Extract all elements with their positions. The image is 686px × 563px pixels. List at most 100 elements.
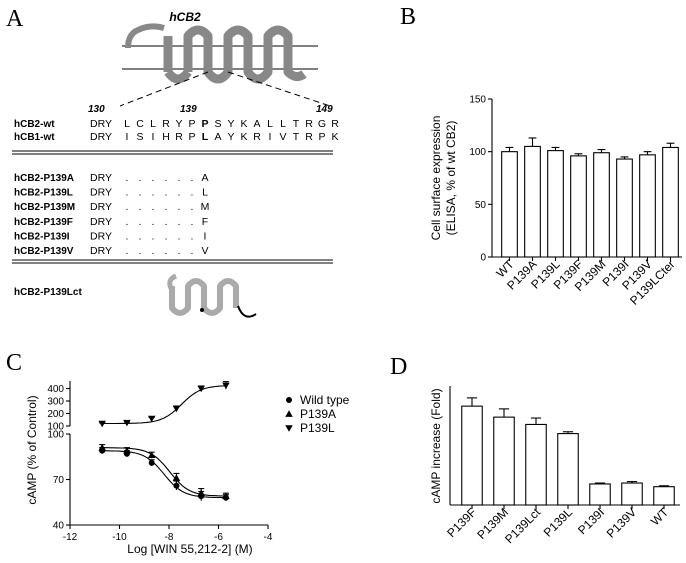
residue: R — [162, 118, 170, 130]
residue: L — [267, 118, 273, 130]
n-terminus — [125, 23, 165, 49]
identity-dot: . — [178, 216, 181, 228]
substitution-residue: L — [202, 187, 208, 199]
mutant-row-name: hCB2-P139M — [14, 202, 75, 213]
identity-dot: . — [139, 201, 142, 213]
substitution-residue: V — [201, 245, 208, 257]
data-point — [222, 492, 230, 499]
mutation-dot — [200, 308, 204, 312]
bar — [525, 423, 547, 506]
data-point — [172, 474, 181, 481]
mutant-row-motif: DRY — [90, 245, 112, 257]
legend-marker — [285, 425, 293, 432]
y-tick-label: 150 — [469, 95, 486, 106]
bar — [653, 486, 675, 506]
category-label: P139F — [444, 505, 479, 540]
bar — [557, 433, 579, 506]
lower-y-tick-label: 70 — [53, 475, 65, 486]
upper-y-tick-label: 300 — [47, 397, 64, 408]
data-point — [123, 419, 131, 427]
identity-dot: . — [165, 201, 168, 213]
residue: P — [318, 131, 325, 143]
protein-title: hCB2 — [169, 10, 201, 24]
mutant-row-motif: DRY — [90, 230, 112, 242]
substitution-residue: A — [201, 172, 208, 184]
residue: R — [175, 131, 183, 143]
bar — [461, 405, 483, 506]
substitution-residue: F — [202, 216, 208, 228]
data-point — [222, 382, 230, 390]
data-point — [98, 443, 106, 451]
identity-dot: . — [165, 187, 168, 199]
identity-dot: . — [152, 230, 155, 242]
mutant-row-name: hCB2-P139F — [14, 217, 73, 228]
truncated-receptor-cartoon — [167, 273, 257, 318]
residue: I — [269, 131, 272, 143]
truncation-label: hCB2-P139Lct — [14, 287, 82, 298]
fit-curve — [102, 447, 226, 497]
residue: C — [136, 118, 144, 130]
mutant-row-name: hCB2-P139L — [14, 188, 73, 199]
truncated-helices — [169, 278, 239, 316]
identity-dot: . — [139, 230, 142, 242]
identity-dot: . — [191, 201, 194, 213]
category-label: P139I — [575, 505, 607, 537]
residue: L — [280, 118, 286, 130]
upper-y-tick-label: 400 — [47, 384, 64, 395]
residue: R — [331, 118, 339, 130]
identity-dot: . — [152, 245, 155, 257]
residue: K — [331, 131, 338, 143]
residue: T — [293, 118, 300, 130]
residue: P — [201, 118, 208, 130]
residue: I — [152, 131, 155, 143]
residue: T — [293, 131, 300, 143]
data-point — [197, 385, 205, 393]
chart-c-ylabel: cAMP (% of Control) — [25, 395, 39, 504]
wt-row-name: hCB1-wt — [14, 132, 55, 143]
wt-row-motif: DRY — [90, 131, 112, 143]
x-tick-label: -10 — [112, 532, 127, 543]
residue: I — [126, 131, 129, 143]
data-point — [148, 459, 155, 466]
residue: K — [240, 131, 247, 143]
mutant-row-name: hCB2-P139I — [14, 231, 70, 242]
identity-dot: . — [191, 216, 194, 228]
residue: Y — [227, 131, 234, 143]
legend-marker — [285, 410, 293, 417]
chart-b-surface-expression: 050100150WTP139AP139LP139FP139MP139IP139… — [469, 95, 682, 308]
identity-dot: . — [191, 245, 194, 257]
residue: S — [214, 118, 221, 130]
truncated-n-terminus — [167, 273, 178, 292]
identity-dot: . — [178, 187, 181, 199]
residue: V — [279, 131, 286, 143]
bar — [593, 152, 610, 258]
identity-dot: . — [165, 230, 168, 242]
identity-dot: . — [126, 245, 129, 257]
panel-a-letter: A — [6, 6, 24, 32]
lower-y-tick-label: 100 — [47, 430, 64, 441]
identity-dot: . — [191, 230, 194, 242]
identity-dot: . — [126, 172, 129, 184]
x-tick-label: -6 — [214, 532, 223, 543]
identity-dot: . — [165, 245, 168, 257]
bar — [493, 416, 515, 506]
identity-dot: . — [139, 245, 142, 257]
y-tick-label: 100 — [469, 147, 486, 158]
residue: K — [240, 118, 247, 130]
residue: A — [214, 131, 221, 143]
chart-b-ylabel-line2: (ELISA, % of wt CB2) — [444, 121, 458, 236]
residue: S — [136, 131, 143, 143]
lower-y-tick-label: 40 — [53, 521, 65, 532]
data-point — [98, 420, 106, 428]
identity-dot: . — [152, 172, 155, 184]
fit-curve — [102, 385, 226, 425]
fit-curve — [102, 450, 226, 499]
data-point — [197, 489, 205, 496]
panel-c-letter: C — [6, 350, 22, 376]
position-139: 139 — [180, 104, 197, 115]
data-point — [173, 482, 180, 489]
upper-y-tick-label: 200 — [47, 409, 64, 420]
data-point — [147, 415, 156, 423]
x-tick-label: -4 — [264, 532, 273, 543]
